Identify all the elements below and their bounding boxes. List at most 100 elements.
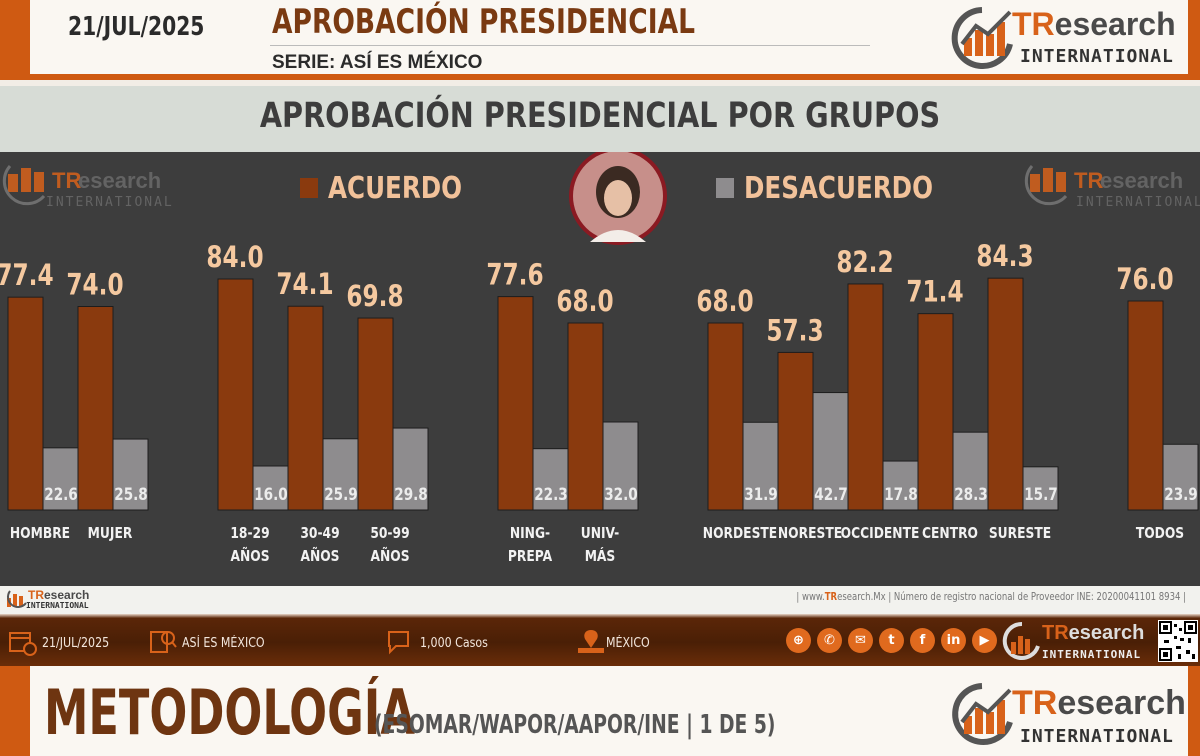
brand-logo-infobar: TResearch INTERNATIONAL	[1002, 620, 1152, 664]
header-divider	[270, 45, 870, 46]
category-label: 18-29	[230, 525, 269, 542]
category-label: 30-49	[300, 525, 339, 542]
header-title: APROBACIÓN PRESIDENCIAL	[272, 2, 695, 42]
data-label-acuerdo: 84.0	[206, 242, 263, 275]
metodologia-title: METODOLOGÍA	[44, 676, 415, 749]
source-text: | www.TResearch.Mx | Número de registro …	[796, 590, 1186, 603]
infobar-logo-tr: TR	[1042, 622, 1069, 644]
legend-swatch-acuerdo	[300, 178, 318, 198]
small-logo-esearch: esearch	[44, 588, 90, 602]
data-label-desacuerdo: 29.8	[394, 485, 428, 505]
brand-esearch: esearch	[1054, 6, 1176, 42]
footer-logo-international: INTERNATIONAL	[1020, 726, 1174, 747]
brand-watermark-right: TR esearch INTERNATIONAL	[1024, 165, 1200, 210]
analysis-icon	[150, 631, 177, 653]
data-label-desacuerdo: 16.0	[254, 485, 288, 505]
brand-watermark-left: TR esearch INTERNATIONAL	[2, 165, 172, 210]
youtube-icon[interactable]: ▶	[972, 628, 997, 653]
bar-acuerdo	[777, 351, 814, 511]
data-label-desacuerdo: 15.7	[1024, 485, 1058, 505]
small-logo-international: INTERNATIONAL	[26, 601, 89, 610]
category-label: AÑOS	[300, 547, 339, 566]
footer-logo-tr: TR	[1012, 684, 1058, 722]
data-label-acuerdo: 82.2	[836, 247, 893, 280]
qr-code[interactable]	[1158, 620, 1198, 662]
data-label-acuerdo: 74.0	[66, 269, 123, 302]
brand-chart-icon	[951, 7, 1013, 69]
legend: ACUERDO DESACUERDO	[300, 172, 933, 206]
data-label-desacuerdo: 22.3	[534, 485, 568, 505]
data-label-desacuerdo: 25.9	[324, 485, 358, 505]
president-portrait	[569, 152, 667, 245]
category-label: NORDESTE	[703, 525, 777, 542]
header-bottom-accent	[0, 74, 1200, 80]
bar-acuerdo	[357, 317, 394, 511]
bar-acuerdo	[707, 322, 744, 511]
section-title: APROBACIÓN PRESIDENCIAL POR GRUPOS	[259, 96, 941, 136]
footer-chart-icon	[952, 683, 1013, 745]
facebook-icon[interactable]: f	[910, 628, 935, 653]
location-icon	[578, 630, 604, 653]
phone-icon[interactable]: ✆	[817, 628, 842, 653]
metodologia-subtitle: (ESOMAR/WAPOR/AAPOR/INE | 1 DE 5)	[374, 710, 776, 740]
bar-acuerdo	[987, 277, 1024, 511]
info-serie: ASÍ ES MÉXICO	[182, 636, 265, 651]
data-label-desacuerdo: 42.7	[814, 485, 848, 505]
watermark-right-international: INTERNATIONAL	[1076, 195, 1200, 210]
category-label: AÑOS	[370, 547, 409, 566]
header-date: 21/JUL/2025	[68, 12, 205, 42]
section-title-band	[0, 86, 1200, 152]
watermark-left-tr: TR	[52, 168, 81, 193]
bar-acuerdo	[217, 278, 254, 511]
infobar-logo-international: INTERNATIONAL	[1042, 648, 1142, 661]
data-label-acuerdo: 77.6	[486, 259, 543, 292]
watermark-right-esearch: esearch	[1100, 168, 1183, 193]
watermark-right-tr: TR	[1074, 168, 1103, 193]
data-label-desacuerdo: 28.3	[954, 485, 988, 505]
linkedin-icon[interactable]: in	[941, 628, 966, 653]
brand-logo-footer: TResearch INTERNATIONAL	[948, 680, 1188, 750]
category-label: NORESTE	[778, 525, 842, 542]
legend-label-desacuerdo: DESACUERDO	[744, 172, 933, 206]
bar-desacuerdo	[42, 447, 79, 511]
infobar-logo-esearch: esearch	[1068, 622, 1145, 644]
category-label: NING-	[510, 525, 550, 542]
watermark-left-esearch: esearch	[78, 168, 161, 193]
category-label: SURESTE	[989, 525, 1051, 542]
chat-icon	[388, 631, 409, 655]
source-strip	[0, 586, 1200, 614]
bar-desacuerdo	[812, 392, 849, 511]
footer-logo-esearch: esearch	[1057, 684, 1186, 722]
brand-logo-small: TResearch INTERNATIONAL	[4, 588, 94, 612]
legend-label-acuerdo: ACUERDO	[328, 172, 462, 206]
bar-acuerdo	[287, 305, 324, 511]
brand-international: INTERNATIONAL	[1020, 46, 1174, 67]
header-left-accent	[0, 0, 30, 80]
info-place: MÉXICO	[606, 636, 650, 651]
bar-desacuerdo	[602, 421, 639, 511]
source-prefix: | www.	[796, 590, 825, 603]
category-label: 50-99	[370, 525, 409, 542]
data-label-desacuerdo: 32.0	[604, 485, 638, 505]
category-label: UNIV-	[581, 525, 620, 542]
meta-left-accent	[0, 666, 30, 756]
data-label-acuerdo: 69.8	[346, 281, 403, 314]
category-label: TODOS	[1136, 525, 1184, 542]
category-label: HOMBRE	[10, 525, 70, 542]
meta-right-accent	[1188, 666, 1200, 756]
header-serie: SERIE: ASÍ ES MÉXICO	[272, 52, 483, 73]
twitter-icon[interactable]: t	[879, 628, 904, 653]
calendar-icon	[9, 632, 37, 656]
web-icon[interactable]: ⊕	[786, 628, 811, 653]
info-cases: 1,000 Casos	[420, 636, 488, 651]
data-label-acuerdo: 68.0	[556, 286, 613, 319]
data-label-acuerdo: 71.4	[906, 276, 963, 309]
data-label-acuerdo: 84.3	[976, 241, 1033, 274]
data-label-desacuerdo: 23.9	[1164, 485, 1198, 505]
brand-tr: TR	[1012, 6, 1055, 42]
data-label-desacuerdo: 31.9	[744, 485, 778, 505]
brand-logo-header: TResearch INTERNATIONAL	[948, 4, 1188, 72]
chart-bars: 77.4 22.6 HOMBRE 74.0 25.8 MUJER 84.0 16.0 18-29…	[0, 241, 1199, 566]
email-icon[interactable]: ✉	[848, 628, 873, 653]
bar-acuerdo	[497, 296, 534, 511]
